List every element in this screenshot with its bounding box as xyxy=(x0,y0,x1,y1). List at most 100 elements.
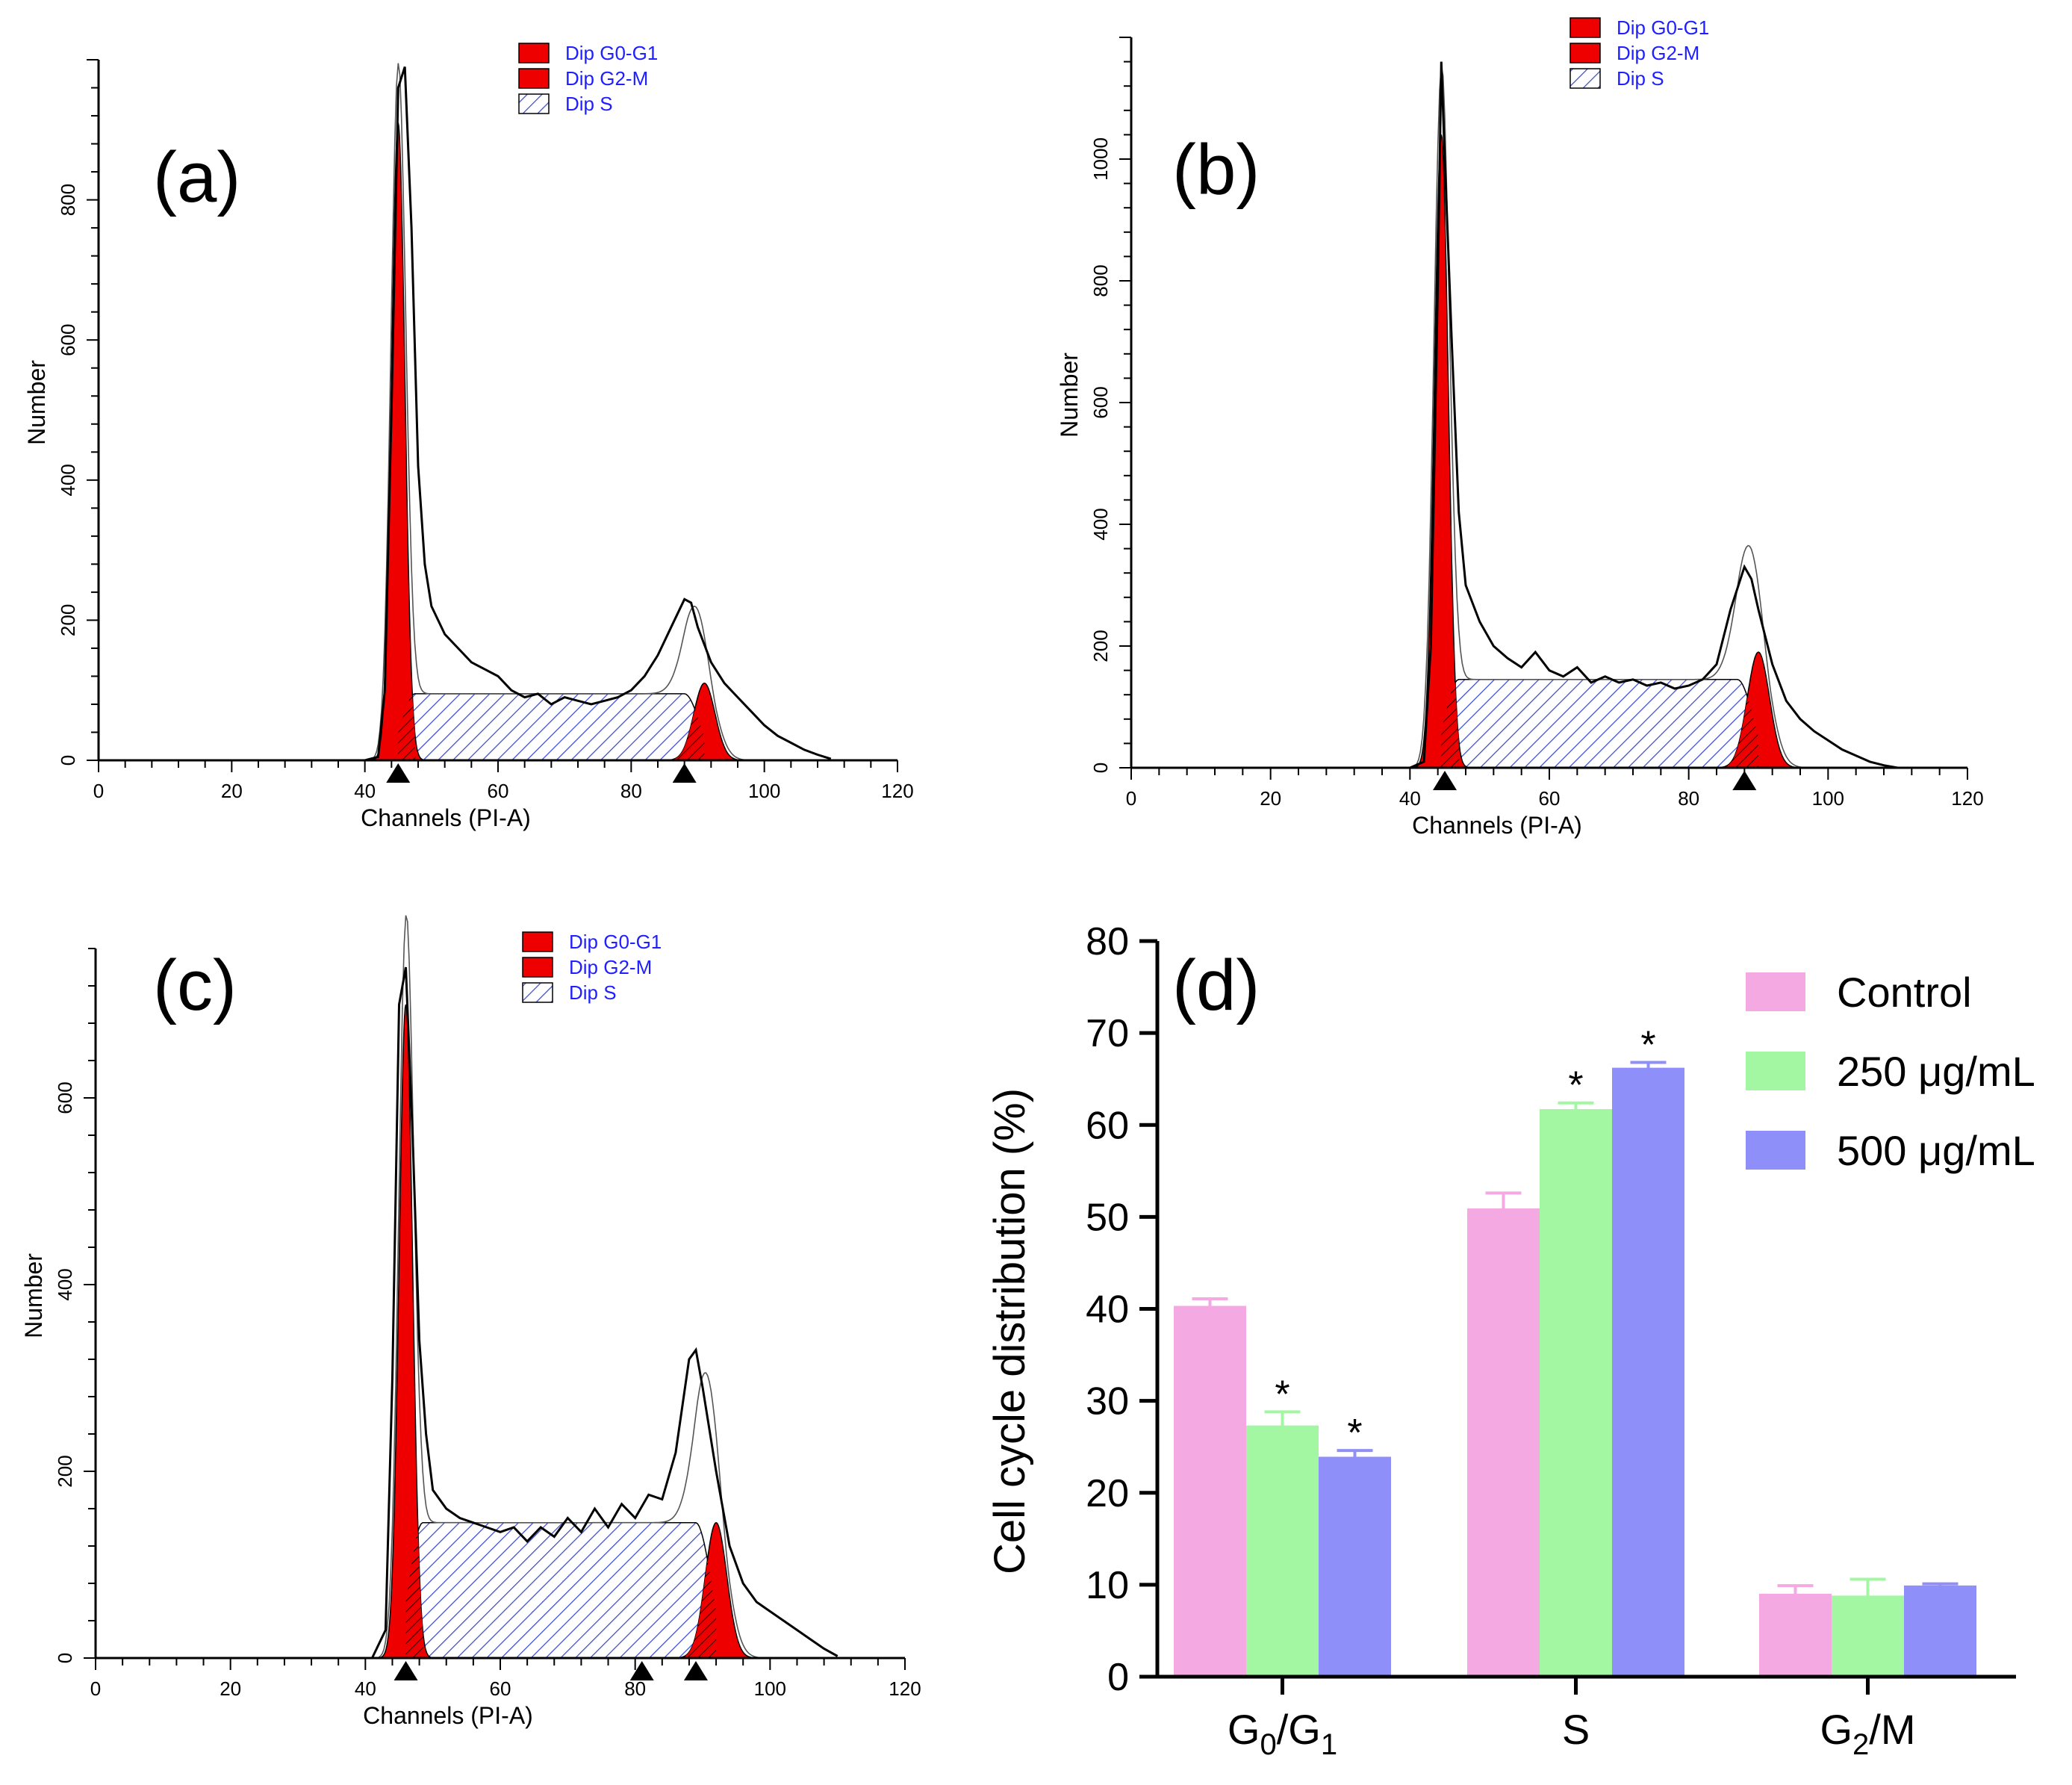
y-axis-label: Cell cycle distribution (%) xyxy=(986,1088,1034,1574)
category-label-part: 0 xyxy=(1260,1728,1276,1761)
x-tick-label: 60 xyxy=(490,1677,511,1700)
g2m-overlap xyxy=(685,1560,717,1658)
panel-label: (c) xyxy=(153,946,237,1025)
significance-mark: * xyxy=(1640,1024,1655,1067)
g0g1-peak xyxy=(379,1004,432,1659)
significance-mark: * xyxy=(1275,1373,1289,1416)
bar xyxy=(1612,1069,1684,1677)
model-envelope xyxy=(371,63,758,761)
x-tick-label: 80 xyxy=(620,780,642,802)
histogram-line xyxy=(371,966,839,1659)
legend-swatch xyxy=(1746,972,1805,1011)
panel-label: (d) xyxy=(1172,946,1260,1025)
marker-triangle xyxy=(1433,771,1457,790)
y-tick-label: 400 xyxy=(1089,508,1112,540)
category-label: G0/G1 xyxy=(1228,1706,1337,1761)
histogram-line xyxy=(364,66,832,762)
y-tick-label: 400 xyxy=(57,464,79,496)
legend-label: 250 μg/mL xyxy=(1837,1048,2035,1095)
category-label-part: G xyxy=(1228,1706,1260,1753)
legend-swatch xyxy=(1746,1131,1805,1170)
legend-label: Dip S xyxy=(1617,67,1664,90)
marker-triangle xyxy=(629,1661,654,1680)
g2m-overlap xyxy=(674,710,705,760)
legend-swatch xyxy=(1569,68,1601,89)
g2m-overlap xyxy=(1727,698,1758,768)
x-axis-label: Channels (PI-A) xyxy=(361,804,531,831)
x-tick-label: 20 xyxy=(221,780,243,802)
x-axis-label: Channels (PI-A) xyxy=(1412,812,1582,839)
y-tick-label: 600 xyxy=(57,324,79,356)
marker-triangle xyxy=(1732,771,1757,790)
category-label-part: 2 xyxy=(1852,1728,1869,1761)
y-tick-label: 200 xyxy=(1089,630,1112,662)
legend-swatch xyxy=(518,68,550,89)
x-tick-label: 100 xyxy=(754,1677,786,1700)
x-tick-label: 100 xyxy=(748,780,780,802)
y-axis-label: Number xyxy=(23,360,50,445)
y-tick-label: 800 xyxy=(57,184,79,216)
y-tick-label: 0 xyxy=(54,1653,76,1663)
y-axis-label: Number xyxy=(1056,353,1083,438)
g0g1-peak xyxy=(1413,134,1469,769)
bar xyxy=(1174,1307,1246,1677)
legend-swatch xyxy=(1569,43,1601,63)
y-tick-label: 0 xyxy=(1107,1656,1129,1699)
panel-label: (b) xyxy=(1172,130,1260,210)
y-tick-label: 1000 xyxy=(1089,137,1112,181)
histogram-panel-a: (a) 0 20 40 60 80 100 120 0 200 400 600 800 Channels … xyxy=(23,42,914,831)
model-envelope xyxy=(378,915,771,1659)
x-tick-label: 40 xyxy=(355,1677,376,1700)
legend-label: Dip S xyxy=(569,981,617,1004)
legend-label: Dip S xyxy=(565,93,613,115)
g0g1-overlap xyxy=(405,1531,424,1658)
x-tick-label: 20 xyxy=(220,1677,241,1700)
bar xyxy=(1904,1586,1976,1677)
legend-label: Dip G2-M xyxy=(1617,42,1699,64)
x-tick-label: 100 xyxy=(1812,787,1844,810)
marker-triangle xyxy=(393,1661,418,1680)
legend-swatch xyxy=(522,957,553,978)
legend-swatch xyxy=(518,43,550,63)
marker-triangle xyxy=(386,763,411,783)
legend-swatch xyxy=(522,931,553,952)
legend-label: Dip G2-M xyxy=(569,956,652,978)
legend-label: Dip G0-G1 xyxy=(569,931,662,953)
g0g1-overlap xyxy=(1441,682,1460,768)
x-tick-label: 20 xyxy=(1260,787,1281,810)
y-tick-label: 200 xyxy=(54,1455,76,1487)
legend-label: Dip G2-M xyxy=(565,67,648,90)
y-tick-label: 60 xyxy=(1086,1104,1129,1147)
x-tick-label: 40 xyxy=(1399,787,1421,810)
bar xyxy=(1319,1457,1391,1677)
y-tick-label: 70 xyxy=(1086,1012,1129,1055)
s-phase-area xyxy=(385,1522,737,1659)
x-tick-label: 0 xyxy=(93,780,104,802)
y-tick-label: 400 xyxy=(54,1268,76,1300)
x-tick-label: 120 xyxy=(1951,787,1983,810)
y-tick-label: 40 xyxy=(1086,1288,1129,1332)
x-tick-label: 80 xyxy=(1678,787,1699,810)
x-tick-label: 80 xyxy=(624,1677,646,1700)
significance-mark: * xyxy=(1568,1064,1583,1108)
category-label-part: /G xyxy=(1277,1706,1321,1753)
histogram-line xyxy=(1409,61,1898,769)
histogram-panel-b: (b) 0 20 40 60 80 100 120 0 200 400 600 800 1000 Chann… xyxy=(1056,16,1984,839)
category-label-part: S xyxy=(1562,1706,1590,1753)
y-tick-label: 50 xyxy=(1086,1196,1129,1239)
y-tick-label: 200 xyxy=(57,604,79,636)
x-tick-label: 120 xyxy=(881,780,913,802)
x-tick-label: 60 xyxy=(488,780,509,802)
y-tick-label: 10 xyxy=(1086,1564,1129,1607)
legend-swatch xyxy=(1569,17,1601,38)
y-tick-label: 30 xyxy=(1086,1380,1129,1424)
legend-label: 500 μg/mL xyxy=(1837,1127,2035,1174)
category-label: S xyxy=(1562,1706,1590,1753)
x-tick-label: 0 xyxy=(90,1677,101,1700)
y-tick-label: 80 xyxy=(1086,920,1129,963)
category-label: G2/M xyxy=(1820,1706,1915,1761)
x-tick-label: 0 xyxy=(1126,787,1136,810)
legend-swatch xyxy=(522,982,553,1003)
